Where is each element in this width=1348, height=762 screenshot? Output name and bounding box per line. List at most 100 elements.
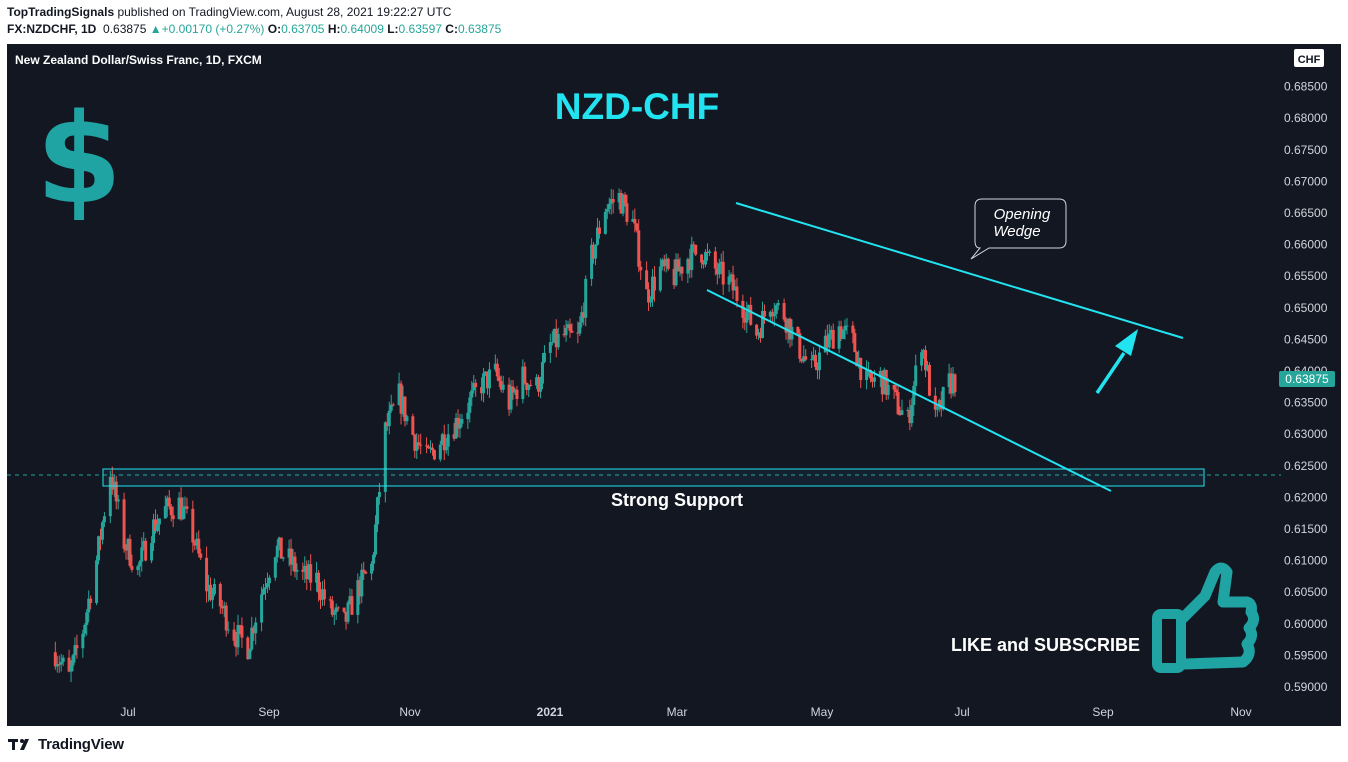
y-tick-label: 0.63500 (1284, 396, 1328, 410)
candle-body (397, 383, 401, 405)
candle-body (906, 409, 910, 411)
candle-body (562, 333, 566, 336)
candle-body (246, 637, 250, 660)
currency-badge[interactable] (1294, 49, 1324, 67)
candle-body (603, 211, 607, 234)
candle-body (474, 382, 478, 388)
candle-body (676, 259, 680, 272)
candle-body (484, 371, 488, 374)
candle-body (719, 261, 723, 264)
candle-body (307, 564, 311, 580)
candle-body (199, 553, 203, 558)
candle-body (841, 330, 845, 339)
candle-body (319, 592, 323, 600)
candle-body (191, 508, 195, 543)
candle-body (564, 327, 568, 336)
candle-body (69, 665, 73, 672)
candle-body (456, 417, 460, 429)
candle-body (953, 374, 957, 392)
candle-body (234, 640, 238, 648)
candle-body (894, 389, 898, 393)
candle-body (688, 259, 692, 270)
candle-body (776, 302, 780, 306)
candle-body (857, 357, 861, 367)
candle-body (317, 572, 321, 593)
candle-body (914, 365, 918, 386)
candle-body (497, 376, 501, 382)
candle-body (590, 244, 594, 279)
candle-body (53, 652, 57, 667)
candle-body (218, 584, 222, 607)
candle-body (458, 423, 462, 429)
candle-body (342, 607, 346, 612)
candle-body (362, 569, 366, 572)
candle-body (277, 537, 281, 546)
candle-body (652, 276, 656, 291)
candle-body (635, 223, 639, 231)
candle-body (385, 422, 389, 427)
y-tick-label: 0.66000 (1284, 238, 1328, 252)
candle-body (757, 332, 761, 336)
candle-body (839, 326, 843, 339)
y-tick-label: 0.59500 (1284, 648, 1328, 662)
candle-body (493, 363, 497, 370)
candle-body (55, 664, 59, 667)
candle-body (796, 326, 800, 334)
y-tick-label: 0.60000 (1284, 617, 1328, 631)
candle-body (157, 518, 161, 525)
candle-body (535, 377, 539, 386)
candle-body (872, 377, 876, 382)
candle-body (260, 594, 264, 623)
y-tick-label: 0.68000 (1284, 111, 1328, 125)
candle-body (747, 304, 751, 312)
candle-body (360, 569, 364, 597)
candle-body (898, 414, 902, 416)
candle-body (552, 328, 556, 343)
price-chart[interactable]: 0.59000 0.59500 0.60000 0.60500 0.61000 0.615… (7, 44, 1341, 726)
candle-body (935, 406, 939, 410)
candle-body (374, 524, 378, 555)
candle-body (114, 481, 118, 502)
brand-name[interactable]: TradingView (38, 735, 124, 753)
candle-body (470, 390, 474, 398)
high-label: H: (327, 22, 341, 36)
candle-body (116, 499, 120, 502)
cta-label: LIKE and SUBSCRIBE (951, 635, 1140, 655)
candle-body (580, 312, 584, 323)
candle-body (892, 385, 896, 390)
candle-body (344, 611, 348, 622)
candle-body (275, 545, 279, 558)
candle-body (871, 378, 875, 382)
candle-body (527, 384, 531, 390)
change-up-icon: ▲ (149, 22, 162, 36)
candle-body (356, 580, 360, 615)
candle-body (609, 199, 613, 204)
breakout-arrow-icon[interactable] (1095, 329, 1138, 394)
candle-body (248, 649, 252, 660)
candle-body (731, 274, 735, 291)
candle-body (658, 266, 662, 291)
y-tick-label: 0.66500 (1284, 206, 1328, 220)
close-value: 0.63875 (457, 22, 502, 36)
wedge-lower-line[interactable] (706, 289, 1112, 492)
candle-body (611, 199, 615, 203)
candle-body (851, 325, 855, 334)
ohlc-info: FX:NZDCHF, 1D 0.63875 ▲+0.00170 (+0.27%)… (7, 22, 501, 36)
candle-body (880, 370, 884, 395)
callout-bubble[interactable]: Opening Wedge (970, 198, 1067, 260)
support-zone[interactable] (102, 468, 1205, 487)
x-tick-label: May (811, 705, 834, 719)
candle-body (692, 244, 696, 246)
candle-body (523, 366, 527, 384)
candle-body (823, 335, 827, 353)
candle-body (181, 507, 185, 520)
close-label: C: (445, 22, 458, 36)
candle-body (660, 259, 664, 267)
candle-body (749, 304, 753, 325)
candles-layer (53, 188, 957, 683)
author-name[interactable]: TopTradingSignals (7, 5, 115, 19)
chart-pane[interactable]: 0.59000 0.59500 0.60000 0.60500 0.61000 0.615… (7, 44, 1341, 726)
candle-body (666, 258, 670, 269)
candle-body (150, 543, 154, 561)
wedge-upper-line[interactable] (735, 202, 1184, 339)
